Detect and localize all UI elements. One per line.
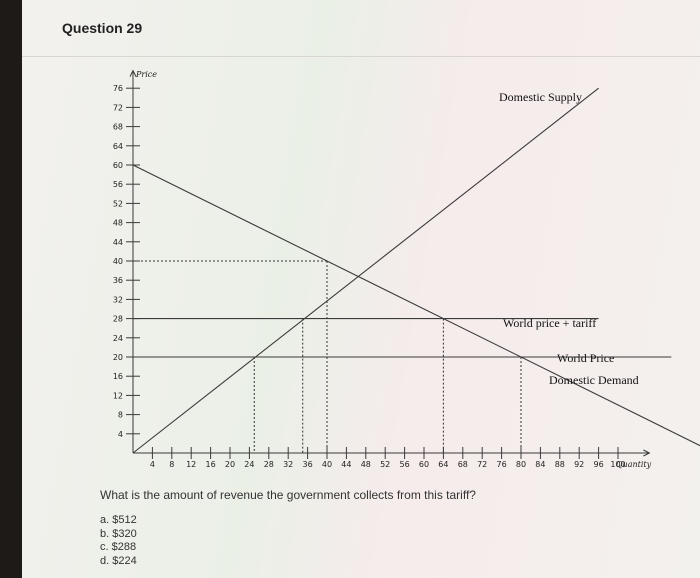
y-tick-label: 40: [113, 257, 123, 266]
x-tick-label: 32: [283, 460, 293, 469]
x-tick-label: 84: [535, 460, 545, 469]
y-tick-label: 28: [113, 315, 123, 324]
y-tick-label: 12: [113, 391, 123, 400]
y-tick-label: 32: [113, 295, 123, 304]
x-axis-label: Quantity: [616, 460, 652, 469]
answer-list: a. $512 b. $320 c. $288 d. $224: [100, 514, 137, 568]
x-tick-label: 88: [555, 460, 565, 469]
answer-option-c[interactable]: c. $288: [100, 541, 137, 553]
x-tick-label: 80: [516, 460, 526, 469]
answer-option-a[interactable]: a. $512: [100, 514, 137, 526]
domestic-supply-label: Domestic Supply: [499, 90, 582, 104]
y-axis-label: Price: [135, 70, 157, 79]
x-tick-label: 24: [244, 460, 254, 469]
question-title: Question 29: [62, 20, 143, 36]
x-tick-label: 64: [438, 460, 448, 469]
x-tick-label: 48: [361, 460, 371, 469]
y-tick-label: 36: [113, 276, 123, 285]
x-tick-label: 52: [380, 460, 390, 469]
x-tick-label: 36: [303, 460, 313, 469]
y-tick-label: 24: [113, 334, 123, 343]
y-tick-label: 52: [113, 199, 123, 208]
x-tick-label: 28: [264, 460, 274, 469]
x-tick-label: 4: [150, 460, 155, 469]
x-axis-arrow: [643, 449, 651, 457]
x-tick-label: 92: [574, 460, 584, 469]
y-tick-label: 76: [113, 84, 123, 93]
y-tick-label: 16: [113, 372, 123, 381]
y-tick-label: 8: [118, 411, 123, 420]
y-axis-arrow: [129, 69, 137, 77]
y-tick-label: 56: [113, 180, 123, 189]
domestic-supply-line: [132, 87, 599, 454]
answer-option-b[interactable]: b. $320: [100, 527, 137, 540]
y-tick-label: 48: [113, 219, 123, 228]
y-tick-label: 4: [118, 430, 123, 439]
x-tick-label: 96: [594, 460, 604, 469]
y-tick-label: 64: [113, 142, 123, 151]
x-tick-label: 16: [206, 460, 216, 469]
y-tick-label: 60: [113, 161, 123, 170]
world-price-tariff-label: World price + tariff: [503, 316, 596, 330]
x-tick-label: 56: [400, 460, 410, 469]
world-price-label: World Price: [557, 351, 614, 365]
x-tick-label: 12: [186, 460, 196, 469]
chart-series: [132, 87, 700, 454]
x-tick-label: 8: [169, 460, 174, 469]
x-tick-label: 40: [322, 460, 332, 469]
x-tick-label: 60: [419, 460, 429, 469]
y-tick-label: 72: [113, 103, 123, 112]
x-tick-label: 100: [610, 460, 625, 469]
x-tick-label: 44: [341, 460, 351, 469]
question-panel: [22, 0, 700, 578]
x-tick-label: 76: [497, 460, 507, 469]
domestic-demand-label: Domestic Demand: [549, 373, 639, 387]
x-tick-label: 20: [225, 460, 235, 469]
y-tick-label: 20: [113, 353, 123, 362]
domestic-demand-line: [132, 164, 700, 447]
question-header: [22, 0, 700, 57]
y-tick-label: 44: [113, 238, 123, 247]
x-tick-label: 72: [477, 460, 487, 469]
question-prompt: What is the amount of revenue the govern…: [100, 488, 476, 502]
x-tick-label: 68: [458, 460, 468, 469]
y-tick-label: 68: [113, 123, 123, 132]
answer-option-d[interactable]: d. $224: [100, 554, 137, 567]
